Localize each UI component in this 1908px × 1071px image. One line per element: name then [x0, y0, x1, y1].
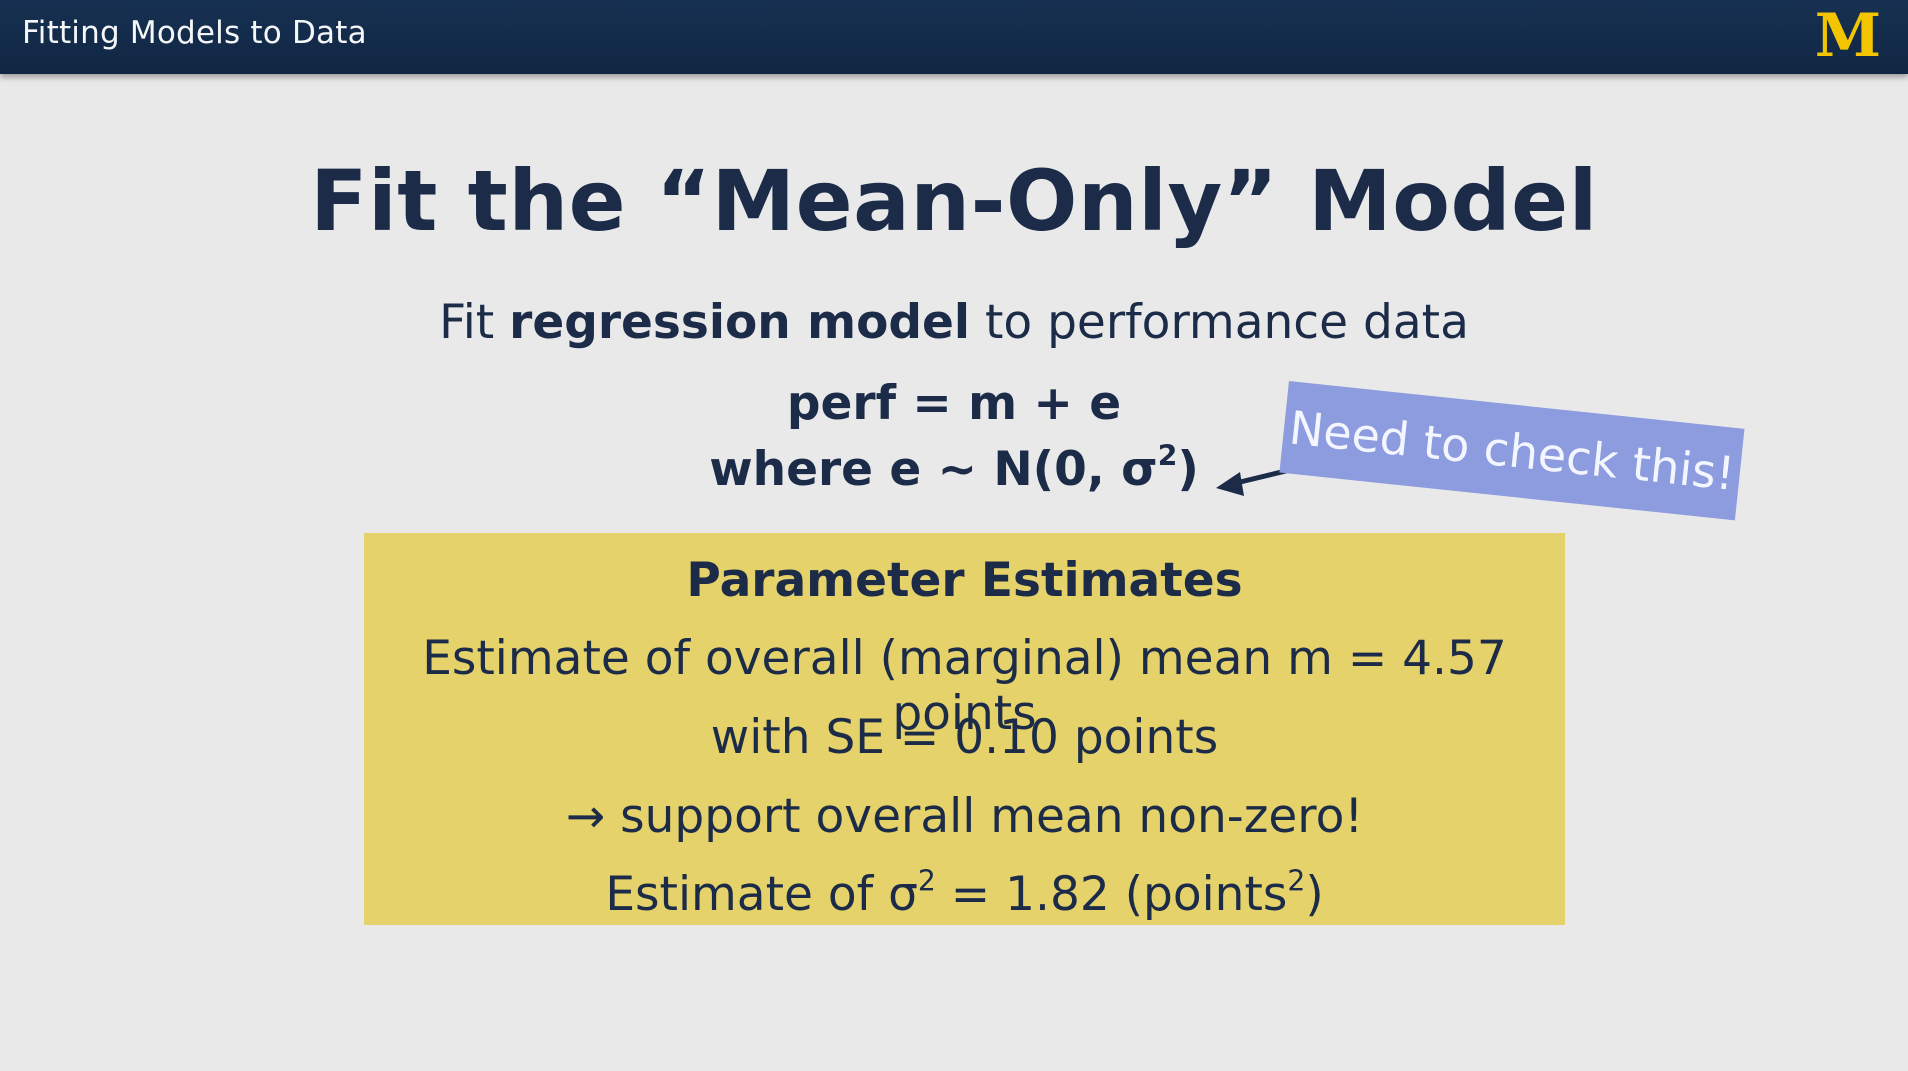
header-bar: Fitting Models to Data M — [0, 0, 1908, 74]
eq2-sup: 2 — [1157, 439, 1178, 473]
var-post: ) — [1305, 867, 1324, 922]
var-pre: Estimate of σ — [605, 867, 918, 922]
conclusion-line: → support overall mean non-zero! — [565, 789, 1364, 844]
slide-title: Fit the “Mean-Only” Model — [310, 152, 1598, 250]
parameter-estimates-box: Parameter Estimates Estimate of overall … — [364, 533, 1565, 925]
mean-estimate-line: Estimate of overall (marginal) mean m = … — [422, 631, 1507, 741]
eq2-pre: where e ~ N(0, σ — [709, 442, 1158, 497]
model-equation: perf = m + e — [786, 376, 1122, 431]
eq2-post: ) — [1177, 442, 1199, 497]
subtitle-post: to performance data — [970, 295, 1469, 350]
estimates-heading: Parameter Estimates — [686, 553, 1243, 608]
error-distribution-equation: where e ~ N(0, σ2) — [0, 442, 1908, 497]
subtitle-pre: Fit — [439, 295, 510, 350]
var-mid: = 1.82 (points — [935, 867, 1288, 922]
header-title: Fitting Models to Data — [22, 15, 367, 51]
university-logo-icon: M — [1815, 8, 1881, 62]
var-sup1: 2 — [917, 864, 936, 898]
standard-error-line: with SE = 0.10 points — [710, 710, 1219, 765]
var-sup2: 2 — [1287, 864, 1306, 898]
subtitle-bold: regression model — [509, 295, 970, 350]
subtitle: Fit regression model to performance data — [0, 295, 1908, 350]
variance-estimate-line: Estimate of σ2 = 1.82 (points2) — [364, 867, 1565, 922]
logo-letter: M — [1815, 8, 1881, 62]
